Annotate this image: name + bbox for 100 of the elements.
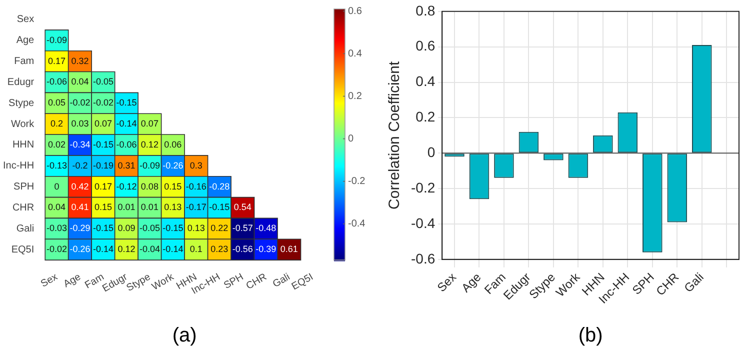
- data-label: -0.14: [162, 244, 184, 254]
- data-label: -0.29: [70, 223, 90, 234]
- y-axis-title: Correlation Coefficient: [386, 60, 404, 210]
- y-tick-label: -0.2: [411, 179, 436, 196]
- y-tick-label: Gali: [16, 223, 34, 234]
- data-label: -0.15: [116, 98, 137, 108]
- text: (b): [578, 324, 603, 347]
- data-label: 0.17: [94, 181, 112, 192]
- y-tick-label: EQ5I: [11, 244, 34, 256]
- data-label: -0.12: [116, 181, 137, 192]
- data-label: 0.06: [164, 139, 182, 150]
- data-label: -0.09: [46, 34, 67, 45]
- data-label: 0.22: [210, 223, 228, 234]
- data-label: 0.01: [140, 202, 158, 212]
- data-label: 0.2: [50, 118, 63, 129]
- data-label: 0.09: [118, 223, 136, 234]
- y-tick-label: 0.6: [416, 38, 436, 54]
- x-tick-label: Sex: [39, 272, 60, 290]
- data-label: -0.03: [46, 223, 67, 234]
- x-tick-label: Sex: [434, 270, 459, 295]
- data-label: -0.16: [186, 181, 206, 192]
- y-tick-label: -0.6: [411, 250, 436, 266]
- data-label: 0.13: [164, 202, 182, 212]
- data-label: -0.15: [162, 223, 184, 234]
- x-tick-label: EQ5I: [290, 272, 316, 293]
- y-tick-label: -0.4: [411, 214, 436, 231]
- data-label: 0.42: [71, 181, 89, 192]
- data-label: 0.07: [94, 118, 112, 129]
- data-label: -0.28: [209, 181, 230, 192]
- y-tick-label: 0: [427, 144, 436, 160]
- data-label: 0.23: [210, 244, 228, 254]
- color-bar-label: -0.2: [348, 176, 366, 188]
- x-tick-label: SPH: [222, 272, 246, 292]
- data-label: -0.13: [46, 160, 67, 170]
- data-label: 0.54: [234, 202, 252, 212]
- y-tick-label: 0.8: [416, 2, 436, 18]
- y-tick-label: Stype: [8, 98, 35, 109]
- data-label: 0.04: [48, 202, 66, 212]
- data-label: -0.17: [186, 202, 206, 212]
- data-label: -0.04: [139, 244, 160, 254]
- y-tick-label: Sex: [16, 14, 34, 26]
- data-label: 0.3: [190, 160, 202, 170]
- color-bar-label: -0.4: [348, 218, 366, 230]
- color-bar-label: 0.6: [348, 6, 362, 17]
- x-tick-label: Work: [150, 271, 177, 293]
- data-label: -0.15: [92, 139, 114, 150]
- data-label: -0.05: [139, 223, 160, 234]
- data-label: -0.19: [92, 160, 114, 170]
- y-tick-label: Age: [16, 35, 35, 46]
- data-label: -0.15: [92, 223, 114, 234]
- y-tick-label: Edugr: [7, 76, 35, 88]
- data-label: -0.14: [116, 118, 137, 129]
- y-tick-label: 0.4: [416, 73, 436, 90]
- data-label: 0.04: [71, 76, 89, 87]
- data-label: -0.14: [92, 244, 114, 254]
- text: (a): [172, 324, 197, 347]
- data-label: -0.02: [70, 98, 90, 108]
- color-bar-label: 0.4: [348, 48, 362, 60]
- data-label: -0.02: [92, 98, 114, 108]
- data-label: -0.15: [209, 202, 230, 212]
- data-label: 0.41: [71, 202, 89, 212]
- data-label: -0.02: [46, 244, 67, 254]
- data-label: 0.02: [48, 139, 66, 150]
- x-tick-label: Gali: [681, 270, 706, 296]
- color-bar-label: 0.2: [348, 90, 362, 102]
- y-tick-label: Work: [10, 118, 36, 130]
- data-label: 0.01: [118, 202, 136, 212]
- data-label: 0: [54, 181, 60, 192]
- data-label: -0.06: [46, 76, 67, 87]
- data-label: -0.26: [70, 244, 90, 254]
- data-label: 0.13: [187, 223, 205, 234]
- data-label: 0.05: [48, 98, 66, 108]
- y-tick-label: Fam: [14, 56, 34, 68]
- data-label: -0.57: [232, 223, 253, 234]
- y-tick-label: 0.2: [416, 108, 436, 125]
- data-label: -0.39: [256, 244, 276, 254]
- y-tick-label: CHR: [12, 202, 34, 214]
- data-label: 0.32: [71, 56, 89, 66]
- data-label: -0.26: [162, 160, 184, 170]
- data-label: -0.05: [92, 76, 114, 87]
- data-label: 0.15: [94, 202, 112, 212]
- x-tick-label: Gali: [271, 272, 292, 290]
- x-tick-label: CHR: [244, 272, 269, 292]
- y-tick-label: Inc-HH: [2, 160, 34, 172]
- data-label: 0.1: [190, 244, 202, 254]
- data-label: 0.03: [71, 118, 89, 129]
- data-label: -0.06: [116, 139, 137, 150]
- x-tick-label: Age: [62, 271, 84, 290]
- data-label: 0.08: [140, 181, 158, 192]
- data-label: -0.2: [72, 160, 88, 170]
- data-label: 0.07: [140, 118, 158, 129]
- y-tick-label: SPH: [14, 182, 34, 193]
- y-tick-label: HHN: [12, 140, 34, 151]
- data-label: -0.48: [256, 223, 276, 234]
- data-label: 0.17: [48, 56, 66, 66]
- data-label: -0.34: [70, 139, 90, 150]
- data-label: 0.15: [164, 181, 182, 192]
- data-label: 0.12: [140, 139, 158, 150]
- color-bar-label: 0: [348, 134, 354, 145]
- data-label: -0.56: [232, 244, 253, 254]
